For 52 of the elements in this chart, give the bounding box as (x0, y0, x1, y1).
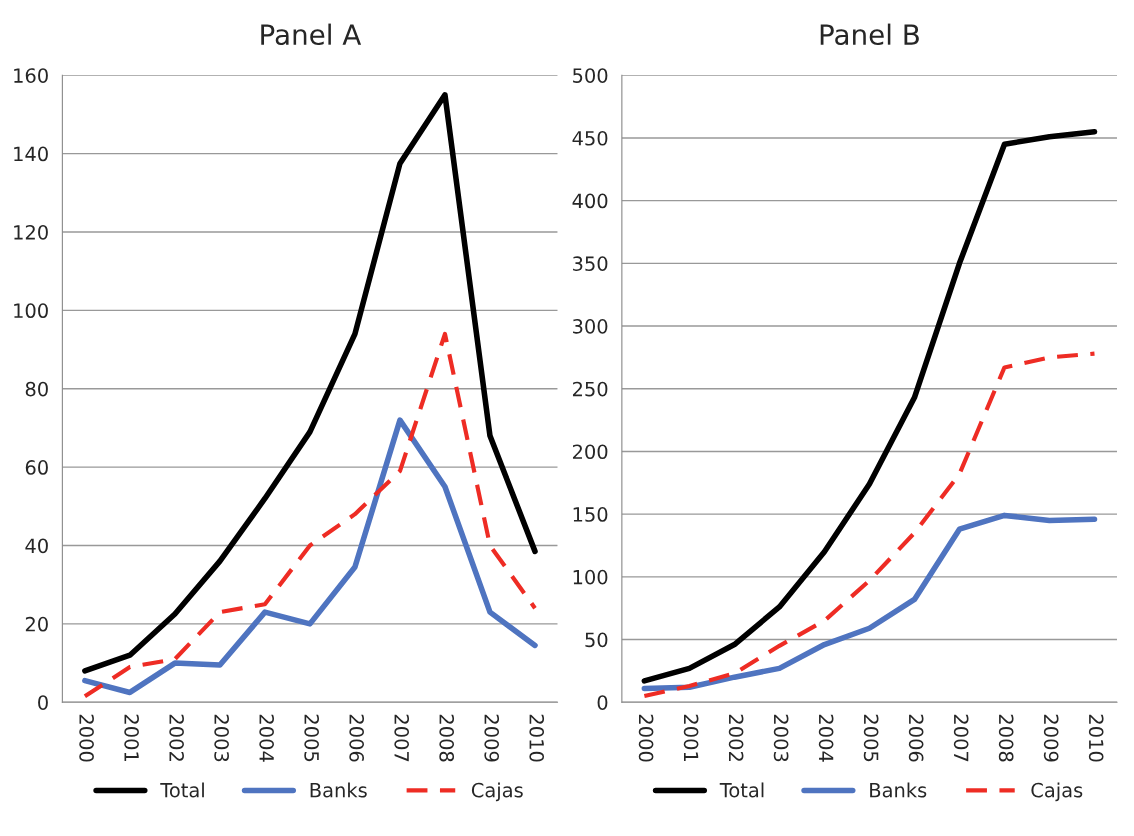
x-tick-label: 2006 (349, 714, 365, 762)
y-tick-label: 0 (597, 695, 608, 710)
y-tick-label: 50 (585, 632, 608, 648)
x-tick-label: 2004 (818, 714, 834, 762)
line-series (642, 351, 1097, 699)
x-tick-label: 2008 (998, 714, 1014, 762)
y-tick-label: 400 (572, 193, 608, 209)
y-tick-label: 20 (25, 616, 48, 632)
x-tick-label: 2006 (908, 714, 924, 762)
legend-label: Banks (310, 782, 367, 798)
x-tick-label: 2001 (124, 714, 139, 762)
y-tick-label: 250 (572, 381, 608, 397)
y-tick-label: 200 (572, 444, 608, 460)
y-tick-label: 350 (573, 256, 608, 271)
x-tick-label: 2007 (953, 714, 969, 762)
y-tick-label: 40 (25, 538, 48, 554)
legend-label: Banks (870, 782, 927, 798)
legend-label: Cajas (1031, 782, 1083, 802)
x-tick-label: 2004 (259, 714, 274, 762)
x-tick-label: 2005 (304, 714, 319, 762)
x-tick-label: 2010 (529, 714, 545, 762)
y-tick-label: 60 (25, 460, 48, 475)
chart-title: Panel A (261, 23, 362, 46)
x-tick-label: 2001 (683, 714, 699, 762)
y-tick-label: 450 (572, 130, 608, 146)
x-tick-label: 2009 (484, 714, 500, 762)
chart-title: Panel B (820, 23, 919, 46)
x-tick-label: 2000 (638, 714, 654, 762)
y-tick-label: 500 (573, 68, 608, 83)
y-tick-label: 120 (14, 224, 48, 240)
y-tick-label: 80 (25, 381, 48, 397)
x-tick-label: 2002 (169, 714, 184, 761)
y-tick-label: 300 (573, 319, 608, 334)
x-tick-label: 2008 (439, 714, 455, 762)
y-tick-label: 140 (14, 146, 48, 162)
line-series (82, 331, 538, 699)
x-tick-label: 2000 (79, 714, 94, 762)
x-tick-label: 2005 (863, 714, 879, 762)
x-tick-label: 2002 (728, 714, 744, 761)
y-tick-label: 0 (38, 695, 48, 710)
x-tick-label: 2003 (214, 714, 229, 762)
x-tick-label: 2009 (1043, 714, 1059, 762)
legend-label: Total (719, 782, 764, 798)
x-tick-label: 2003 (773, 714, 789, 762)
y-tick-label: 160 (14, 68, 48, 83)
legend-label: Total (160, 782, 204, 798)
x-tick-label: 2010 (1088, 714, 1104, 762)
legend-label: Cajas (471, 782, 523, 802)
y-tick-label: 150 (573, 507, 608, 522)
y-tick-label: 100 (14, 303, 48, 319)
y-tick-label: 100 (573, 569, 608, 585)
x-tick-label: 2007 (394, 714, 410, 762)
